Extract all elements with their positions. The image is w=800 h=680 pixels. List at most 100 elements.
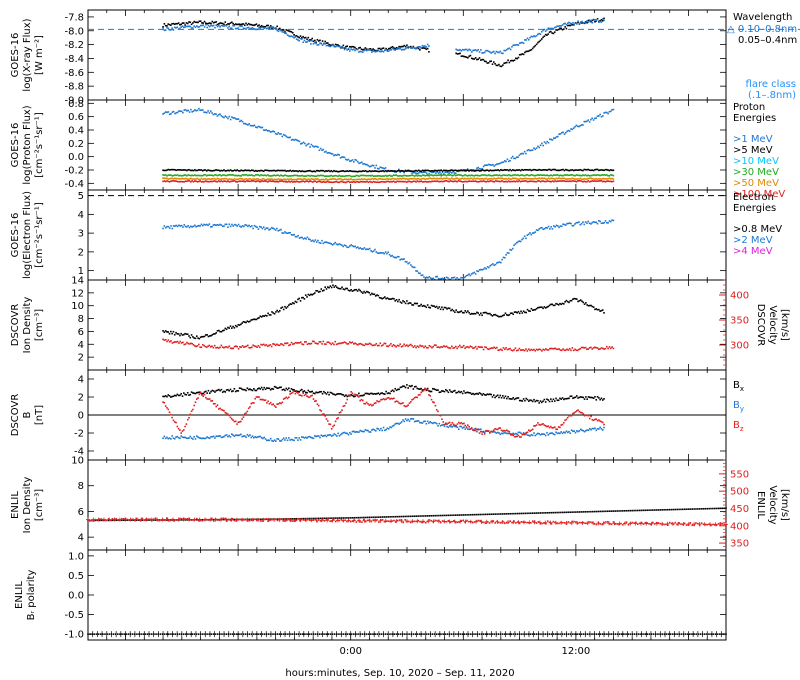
data-point <box>528 310 530 312</box>
data-point <box>378 252 380 255</box>
data-point <box>376 175 379 177</box>
data-point <box>379 178 382 180</box>
data-point <box>515 180 518 182</box>
data-point <box>276 403 278 405</box>
data-point <box>315 145 318 148</box>
data-point <box>301 436 303 438</box>
data-point <box>208 22 211 24</box>
data-point <box>569 22 572 25</box>
data-point <box>233 435 236 437</box>
data-point <box>262 180 265 183</box>
data-point <box>582 181 584 183</box>
data-point <box>261 227 264 230</box>
data-point <box>293 390 295 393</box>
data-point <box>456 347 458 350</box>
data-point <box>480 180 482 182</box>
data-point <box>391 175 394 177</box>
data-point <box>229 180 232 183</box>
data-point <box>546 169 548 172</box>
data-point <box>441 178 444 180</box>
data-point <box>275 440 277 443</box>
data-point <box>567 174 570 177</box>
y-axis-label: GOES-16 <box>10 123 21 168</box>
data-point <box>311 293 314 296</box>
y-tick-label: 14 <box>71 276 84 287</box>
data-point <box>568 174 571 176</box>
data-point <box>284 439 286 441</box>
data-point <box>460 346 462 349</box>
data-point <box>542 180 545 182</box>
data-point <box>465 178 468 180</box>
data-point <box>595 19 598 21</box>
data-point <box>300 175 302 177</box>
data-point <box>496 428 499 431</box>
data-point <box>225 434 228 436</box>
data-point <box>554 226 556 228</box>
data-point <box>591 21 594 24</box>
data-point <box>570 169 572 171</box>
data-point <box>299 37 302 40</box>
data-point <box>253 178 256 180</box>
data-point <box>333 424 336 427</box>
data-point <box>244 180 246 183</box>
data-point <box>363 181 366 183</box>
data-point <box>533 309 535 311</box>
data-point <box>272 403 275 406</box>
data-point <box>265 174 268 177</box>
data-point <box>220 169 223 172</box>
data-point <box>259 435 262 438</box>
data-point <box>599 426 601 429</box>
data-point <box>586 429 588 431</box>
data-point <box>228 174 231 176</box>
data-point <box>530 178 533 180</box>
data-point <box>391 297 394 300</box>
data-point <box>416 345 419 348</box>
data-point <box>325 178 327 180</box>
data-point <box>338 154 341 156</box>
data-point <box>512 313 515 316</box>
data-point <box>603 221 605 224</box>
data-point <box>427 181 429 183</box>
data-point <box>251 346 253 349</box>
data-point <box>361 394 364 397</box>
data-point <box>261 126 264 129</box>
data-point <box>178 224 180 227</box>
data-point <box>539 39 542 42</box>
data-point <box>526 431 529 434</box>
data-point <box>189 336 192 339</box>
data-point <box>435 275 437 278</box>
data-point <box>588 174 591 177</box>
data-point <box>503 256 506 259</box>
data-point <box>379 175 382 177</box>
data-point <box>371 344 374 347</box>
data-point <box>269 344 272 346</box>
data-point <box>607 174 609 177</box>
data-point <box>342 341 344 344</box>
data-point <box>356 246 359 248</box>
data-point <box>419 388 421 390</box>
data-point <box>355 48 358 51</box>
data-point <box>574 22 577 25</box>
data-point <box>409 385 412 388</box>
data-point <box>368 180 371 183</box>
data-point <box>190 437 193 439</box>
data-point <box>167 27 170 30</box>
data-point <box>366 174 368 177</box>
data-point <box>478 51 481 53</box>
data-point <box>266 130 269 132</box>
data-point <box>243 388 246 391</box>
data-point <box>416 172 419 175</box>
data-point <box>273 385 276 388</box>
data-point <box>571 169 574 171</box>
data-point <box>404 386 407 389</box>
data-point <box>570 177 572 180</box>
data-point <box>281 135 284 138</box>
data-point <box>246 320 249 322</box>
data-point <box>188 226 191 229</box>
data-point <box>324 434 326 437</box>
data-point <box>358 392 360 395</box>
data-point <box>376 181 379 184</box>
data-point <box>423 276 425 278</box>
data-point <box>400 258 403 260</box>
data-point <box>301 37 303 39</box>
